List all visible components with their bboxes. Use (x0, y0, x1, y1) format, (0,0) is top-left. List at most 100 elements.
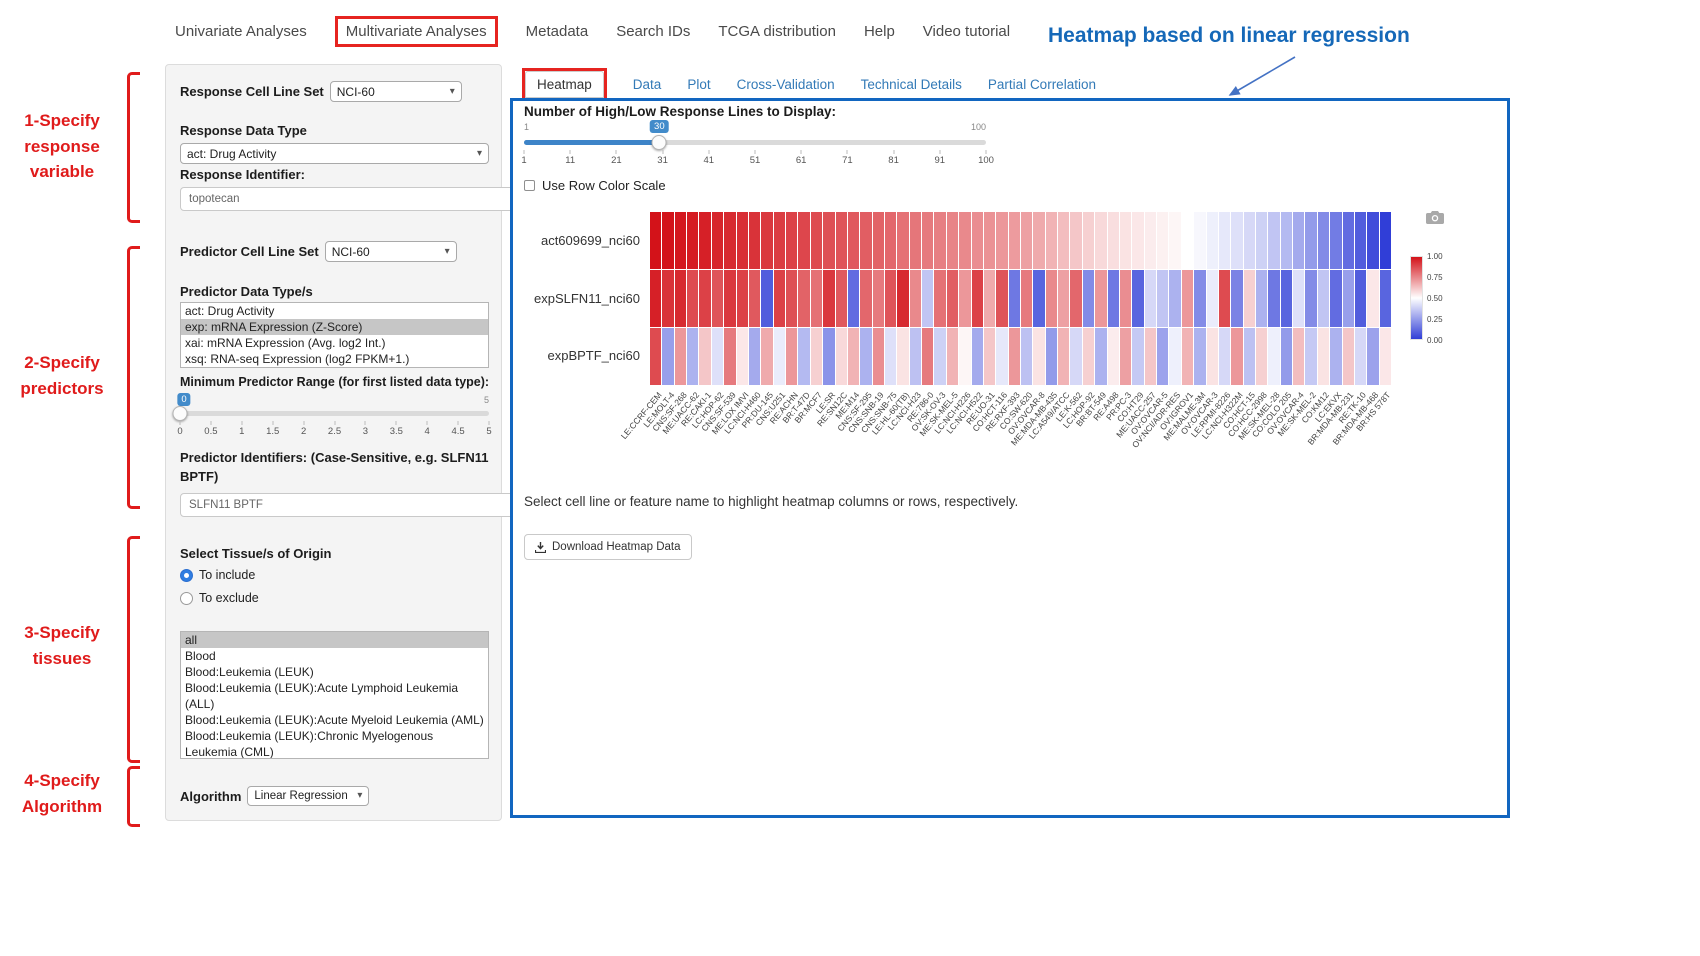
response-data-type-select[interactable]: act: Drug Activity ▾ (180, 143, 489, 164)
heatmap-cell[interactable] (811, 212, 822, 269)
heatmap-cell[interactable] (996, 328, 1007, 385)
predictor-data-type-option[interactable]: xai: mRNA Expression (Avg. log2 Int.) (181, 335, 488, 351)
heatmap-cell[interactable] (675, 328, 686, 385)
heatmap-cell[interactable] (1343, 270, 1354, 327)
slider-track[interactable] (180, 411, 489, 416)
nav-video-tutorial[interactable]: Video tutorial (923, 23, 1010, 40)
heatmap-cell[interactable] (984, 270, 995, 327)
heatmap-cell[interactable] (922, 328, 933, 385)
exclude-radio[interactable] (180, 592, 193, 605)
heatmap-cell[interactable] (1009, 212, 1020, 269)
heatmap-cell[interactable] (1281, 328, 1292, 385)
heatmap-cell[interactable] (1132, 212, 1143, 269)
heatmap-cell[interactable] (1207, 270, 1218, 327)
heatmap-cell[interactable] (786, 270, 797, 327)
heatmap-cell[interactable] (934, 328, 945, 385)
heatmap-cell[interactable] (1120, 212, 1131, 269)
response-identifier-input[interactable] (180, 187, 515, 211)
heatmap-cell[interactable] (873, 328, 884, 385)
heatmap-cell[interactable] (860, 212, 871, 269)
heatmap-cell[interactable] (1132, 270, 1143, 327)
heatmap-cell[interactable] (1145, 212, 1156, 269)
heatmap-cell[interactable] (1145, 328, 1156, 385)
heatmap-cell[interactable] (699, 328, 710, 385)
tab-plot[interactable]: Plot (687, 77, 710, 92)
heatmap-cell[interactable] (1169, 270, 1180, 327)
heatmap-cell[interactable] (675, 270, 686, 327)
nav-univariate-analyses[interactable]: Univariate Analyses (175, 23, 307, 40)
heatmap-cell[interactable] (1058, 270, 1069, 327)
heatmap-cell[interactable] (1194, 212, 1205, 269)
heatmap-cell[interactable] (860, 328, 871, 385)
heatmap-cell[interactable] (984, 328, 995, 385)
heatmap-cell[interactable] (761, 270, 772, 327)
heatmap-cell[interactable] (1293, 328, 1304, 385)
heatmap-cell[interactable] (1033, 270, 1044, 327)
heatmap-cell[interactable] (724, 212, 735, 269)
heatmap-cell[interactable] (699, 212, 710, 269)
heatmap-cell[interactable] (749, 212, 760, 269)
heatmap-cell[interactable] (1231, 212, 1242, 269)
heatmap-cell[interactable] (1231, 270, 1242, 327)
heatmap-cell[interactable] (798, 212, 809, 269)
heatmap-cell[interactable] (1330, 270, 1341, 327)
predictor-data-type-option[interactable]: exp: mRNA Expression (Z-Score) (181, 319, 488, 335)
heatmap-cell[interactable] (1281, 270, 1292, 327)
heatmap-cell[interactable] (1367, 212, 1378, 269)
heatmap-cell[interactable] (996, 212, 1007, 269)
heatmap-cell[interactable] (1207, 212, 1218, 269)
tab-partial-correlation[interactable]: Partial Correlation (988, 77, 1096, 92)
heatmap-cell[interactable] (996, 270, 1007, 327)
heatmap-cell[interactable] (1182, 270, 1193, 327)
heatmap-cell[interactable] (1021, 328, 1032, 385)
tab-technical-details[interactable]: Technical Details (861, 77, 962, 92)
nav-tcga-distribution[interactable]: TCGA distribution (718, 23, 836, 40)
heatmap-cell[interactable] (1219, 270, 1230, 327)
heatmap-cell[interactable] (1244, 212, 1255, 269)
predictor-cell-line-set-select[interactable]: NCI-60 ▾ (325, 241, 457, 262)
heatmap-cell[interactable] (1070, 328, 1081, 385)
heatmap-cell[interactable] (922, 212, 933, 269)
heatmap-cell[interactable] (737, 270, 748, 327)
heatmap-cell[interactable] (1046, 212, 1057, 269)
heatmap-cell[interactable] (1009, 328, 1020, 385)
heatmap-cell[interactable] (761, 328, 772, 385)
tissue-option[interactable]: all (181, 632, 488, 648)
heatmap-cell[interactable] (1033, 328, 1044, 385)
heatmap-cell[interactable] (811, 270, 822, 327)
predictor-identifiers-input[interactable] (180, 493, 515, 517)
heatmap-cell[interactable] (737, 328, 748, 385)
heatmap-cell[interactable] (959, 212, 970, 269)
heatmap-cell[interactable] (1219, 212, 1230, 269)
slider-handle[interactable] (652, 135, 667, 150)
tissue-option[interactable]: Blood:Leukemia (LEUK) (181, 664, 488, 680)
heatmap-cell[interactable] (1380, 328, 1391, 385)
heatmap-cell[interactable] (972, 270, 983, 327)
heatmap-cell[interactable] (972, 328, 983, 385)
heatmap-cell[interactable] (873, 270, 884, 327)
heatmap-cell[interactable] (687, 212, 698, 269)
heatmap-cell[interactable] (774, 212, 785, 269)
heatmap-cell[interactable] (1033, 212, 1044, 269)
heatmap-cell[interactable] (761, 212, 772, 269)
heatmap-cell[interactable] (1095, 212, 1106, 269)
tab-data[interactable]: Data (633, 77, 662, 92)
heatmap-cell[interactable] (1157, 328, 1168, 385)
heatmap-cell[interactable] (984, 212, 995, 269)
heatmap-cell[interactable] (662, 328, 673, 385)
tab-cross-validation[interactable]: Cross-Validation (737, 77, 835, 92)
heatmap-cell[interactable] (823, 212, 834, 269)
heatmap-cell[interactable] (1244, 328, 1255, 385)
heatmap-cell[interactable] (1355, 212, 1366, 269)
heatmap-cell[interactable] (1293, 270, 1304, 327)
algorithm-select[interactable]: Linear Regression ▾ (247, 786, 369, 806)
heatmap-cell[interactable] (737, 212, 748, 269)
heatmap-cell[interactable] (675, 212, 686, 269)
heatmap-cell[interactable] (687, 328, 698, 385)
heatmap-cell[interactable] (1355, 270, 1366, 327)
heatmap-cell[interactable] (897, 328, 908, 385)
heatmap-cell[interactable] (972, 212, 983, 269)
heatmap-cell[interactable] (1318, 212, 1329, 269)
heatmap-cell[interactable] (712, 328, 723, 385)
heatmap-cell[interactable] (687, 270, 698, 327)
